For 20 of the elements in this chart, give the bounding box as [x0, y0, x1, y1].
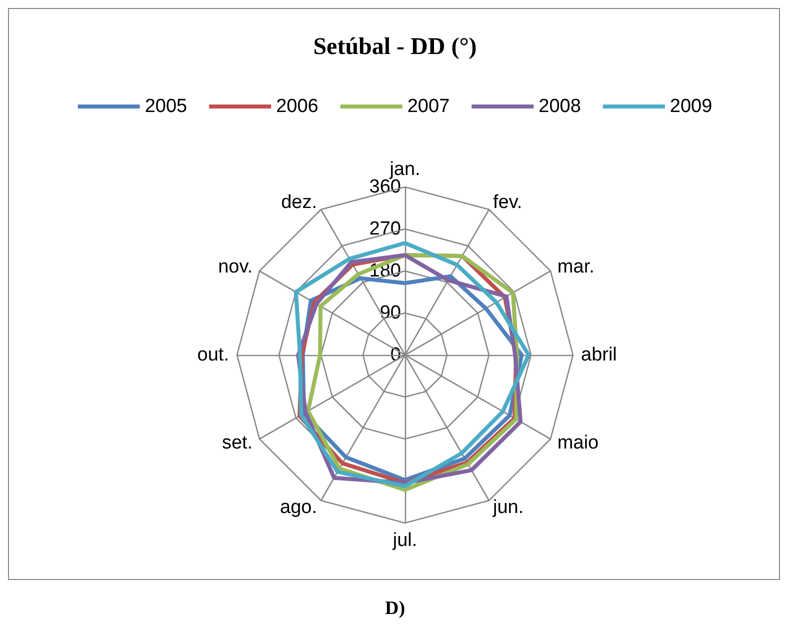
chart-title: Setúbal - DD (°)	[313, 34, 477, 60]
legend-label: 2005	[144, 96, 188, 117]
legend-label: 2008	[538, 96, 581, 117]
spoke-label: jul.	[392, 530, 418, 551]
spoke-label: ago.	[280, 496, 317, 518]
spoke-label: jan.	[388, 159, 420, 180]
spoke-label: mar.	[557, 256, 594, 278]
legend-label: 2009	[670, 96, 712, 117]
spoke-label: maio	[557, 432, 599, 454]
legend-label: 2007	[407, 96, 450, 117]
spoke-label: out.	[197, 344, 229, 366]
spoke-label: nov.	[218, 256, 253, 278]
legend-label: 2006	[276, 96, 318, 117]
spoke-label: dez.	[281, 192, 317, 214]
spoke-label: fev.	[493, 192, 522, 214]
spoke-label: abril	[581, 344, 617, 366]
y-tick-label: 270	[369, 218, 401, 240]
spoke-label: jun.	[492, 496, 524, 518]
text: D)	[384, 598, 406, 620]
spoke-label: set.	[222, 432, 253, 454]
